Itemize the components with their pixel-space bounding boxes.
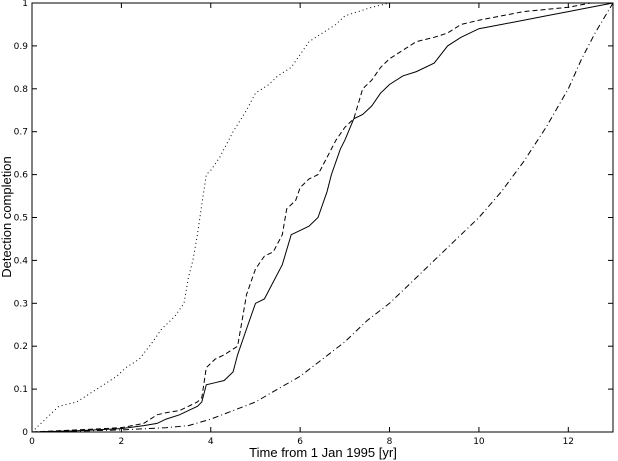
y-tick-label: 0.8 <box>14 85 29 95</box>
x-tick-label: 2 <box>119 437 125 447</box>
series-line-solid <box>31 2 614 433</box>
series-line-dotted <box>31 2 613 433</box>
y-tick-label: 0.9 <box>14 42 29 52</box>
x-tick-label: 4 <box>208 437 214 447</box>
y-tick-label: 0 <box>22 428 28 438</box>
y-tick-label: 0.5 <box>14 214 28 224</box>
y-tick-label: 0.7 <box>14 128 28 138</box>
x-tick-label: 8 <box>387 437 393 447</box>
y-tick-label: 0.4 <box>14 256 29 266</box>
x-axis-title: Time from 1 Jan 1995 [yr] <box>249 445 397 460</box>
y-axis-title: Detection completion <box>0 156 14 277</box>
y-tick-label: 0.3 <box>14 299 28 309</box>
series-line-dashdot <box>31 2 614 433</box>
y-axis-ticks: 0 0.1 0.2 0.3 0.4 0.5 0.6 0.7 0.8 0.9 1 <box>14 0 613 438</box>
x-tick-label: 0 <box>29 437 35 447</box>
x-tick-label: 12 <box>563 437 574 447</box>
x-tick-label: 6 <box>297 437 303 447</box>
y-tick-label: 0.1 <box>14 385 28 395</box>
y-tick-label: 0.2 <box>14 342 28 352</box>
series-layer <box>31 2 614 433</box>
y-tick-label: 1 <box>22 0 28 9</box>
x-axis-ticks: 0 2 4 6 8 10 12 <box>29 3 574 447</box>
y-tick-label: 0.6 <box>14 171 29 181</box>
series-line-dashed <box>31 2 613 433</box>
x-tick-label: 10 <box>473 437 485 447</box>
plot-frame <box>31 2 614 433</box>
